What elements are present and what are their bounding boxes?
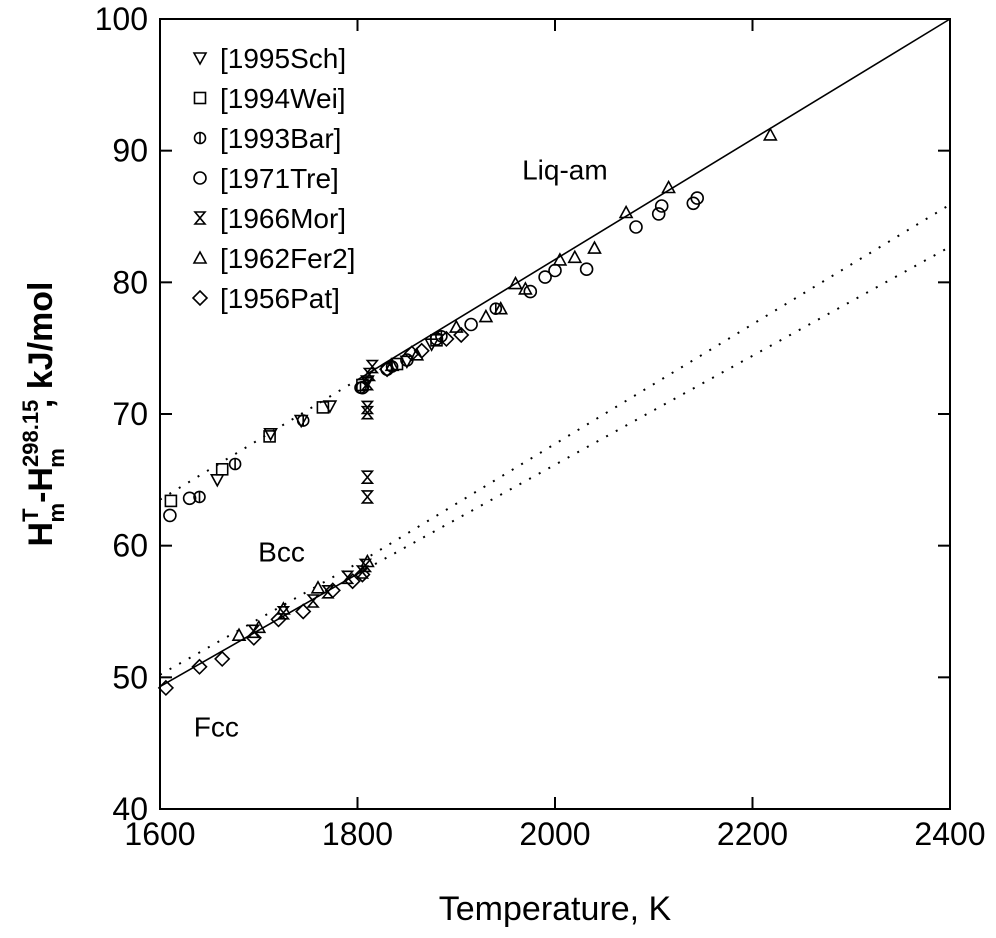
point-1971tre: [579, 262, 594, 277]
x-tick-label: 1600: [124, 816, 195, 852]
legend-label: [1962Fer2]: [220, 243, 355, 274]
point-1994wei: [164, 494, 178, 508]
point-1966mor: [361, 490, 374, 504]
point-1971tre: [548, 263, 562, 278]
point-1971tre: [163, 508, 177, 523]
point-1971tre: [651, 207, 666, 221]
y-tick-label: 50: [112, 659, 148, 695]
point-1971tre: [654, 199, 669, 213]
legend-marker: [194, 211, 206, 225]
x-tick-label: 2400: [914, 816, 985, 852]
point-1994wei: [215, 462, 229, 476]
line-liq-am-solid: [357, 18, 951, 381]
point-1966mor: [361, 470, 374, 485]
curve-label-liq-am: Liq-am: [522, 155, 608, 186]
legend-label: [1956Pat]: [220, 283, 340, 314]
y-tick-label: 80: [112, 264, 148, 300]
line-liq-am-dotted: [159, 378, 359, 501]
point-1993bar: [228, 457, 242, 471]
legend-marker: [193, 52, 207, 65]
curve-labels: Liq-am Bcc Fcc: [194, 155, 608, 743]
x-tick-label: 2200: [717, 816, 788, 852]
y-title-dash: -H: [22, 467, 60, 503]
legend-marker: [193, 91, 207, 105]
y-tick-label: 100: [95, 1, 148, 37]
legend-marker: [192, 290, 208, 306]
point-1993bar: [296, 414, 310, 427]
y-title-unit: , kJ/mol: [22, 282, 60, 409]
y-tick-label: 90: [112, 133, 148, 169]
curve-label-bcc: Bcc: [258, 537, 305, 568]
y-title-h: H: [22, 522, 60, 547]
line-bcc-dotted: [159, 203, 951, 676]
y-axis-title: HTm-H298.15m, kJ/mol: [18, 282, 69, 547]
point-1962fer2: [587, 241, 602, 254]
x-axis-title: Temperature, K: [439, 890, 672, 928]
x-tick-label: 2000: [519, 816, 590, 852]
legend-marker: [193, 251, 207, 264]
point-1995sch: [210, 473, 225, 487]
legend: [1995Sch] [1994Wei] [1993Bar] [1971Tre] [196…: [192, 43, 355, 314]
y-tick-label: 60: [112, 528, 148, 564]
axis-ticks: 1600 1800 2000 2200 2400 40 50 60 70 80 90 100: [95, 1, 986, 852]
point-1962fer2: [567, 250, 582, 264]
y-tick-label: 70: [112, 396, 148, 432]
line-fcc-dotted: [364, 245, 951, 571]
point-1995sch: [323, 400, 337, 413]
y-title-sup2: 298.15: [18, 400, 43, 467]
point-1971tre: [464, 317, 478, 332]
y-title-sub2: m: [44, 448, 69, 468]
y-title-sup1: T: [18, 508, 43, 522]
legend-label: [1994Wei]: [220, 83, 346, 114]
point-1962fer2: [232, 628, 246, 642]
legend-label: [1971Tre]: [220, 163, 339, 194]
y-tick-label: 40: [112, 791, 148, 827]
legend-label: [1993Bar]: [220, 123, 341, 154]
y-title-sub1: m: [44, 503, 69, 523]
point-1971tre: [629, 220, 643, 234]
legend-label: [1995Sch]: [220, 43, 346, 74]
curve-label-fcc: Fcc: [194, 712, 239, 743]
legend-label: [1966Mor]: [220, 203, 346, 234]
x-tick-label: 1800: [322, 816, 393, 852]
fit-lines: [159, 18, 951, 688]
legend-marker: [193, 131, 207, 145]
point-1962fer2: [479, 309, 493, 323]
legend-marker: [193, 171, 207, 185]
